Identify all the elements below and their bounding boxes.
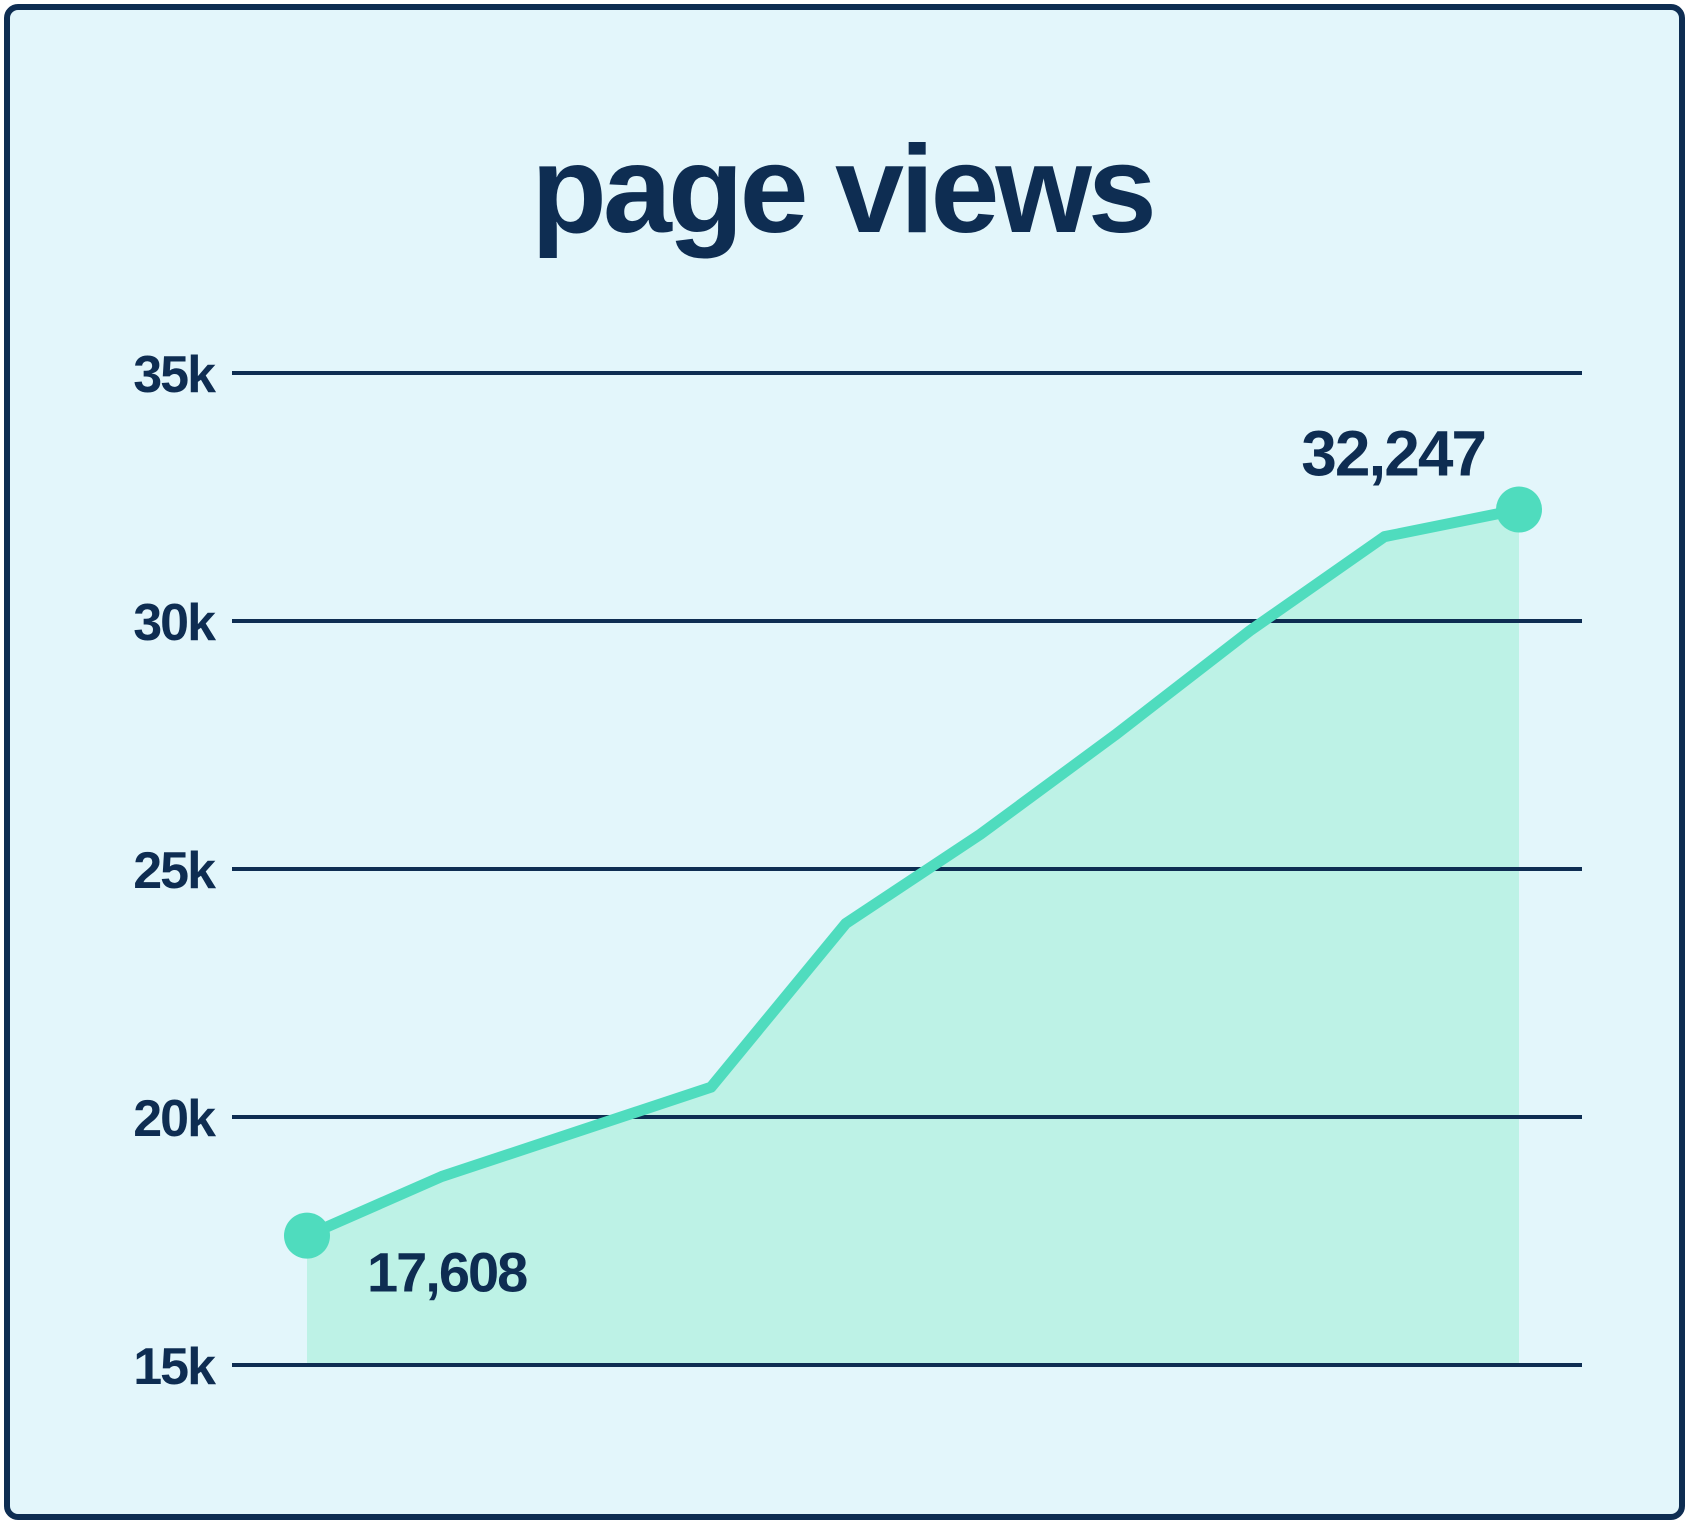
y-tick-label: 35k — [133, 346, 216, 404]
y-tick-label: 15k — [133, 1338, 216, 1396]
y-axis-ticks: 35k 30k 25k 20k 15k — [133, 346, 218, 1396]
data-point-marker — [284, 1212, 330, 1259]
gridlines — [232, 371, 1582, 1367]
y-tick-label: 20k — [133, 1090, 216, 1148]
y-tick-label: 25k — [133, 842, 216, 900]
markers — [284, 486, 1542, 1259]
area-fill — [307, 509, 1519, 1365]
data-labels: 17,608 32,247 — [367, 418, 1487, 1304]
series-line — [301, 504, 1525, 1242]
series-line-layer — [301, 504, 1525, 1242]
data-label: 17,608 — [367, 1241, 527, 1304]
y-tick-label: 30k — [133, 594, 216, 652]
chart-title: page views — [531, 121, 1153, 259]
data-label: 32,247 — [1301, 418, 1485, 490]
data-point-marker — [1496, 486, 1542, 533]
area-fill-layer — [307, 509, 1519, 1365]
